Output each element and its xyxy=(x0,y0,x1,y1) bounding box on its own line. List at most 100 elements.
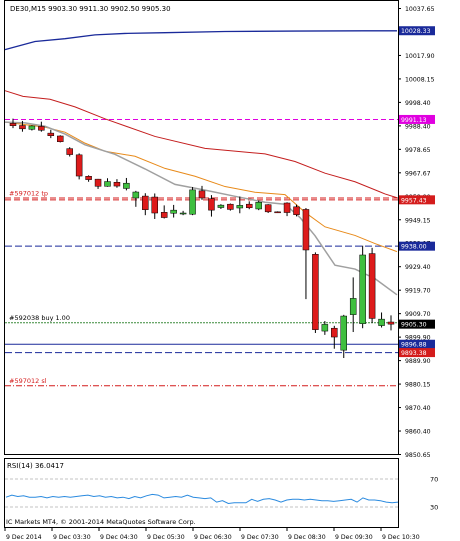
candle xyxy=(378,312,385,328)
candle xyxy=(94,178,102,189)
price-tag-label: 9938.00 xyxy=(401,244,427,251)
candle xyxy=(255,200,262,211)
candle-body xyxy=(387,321,395,325)
candle xyxy=(113,179,121,188)
y-tick-label: 9919.70 xyxy=(405,288,431,295)
y-tick-label: 9889.90 xyxy=(405,358,431,365)
x-tick-label: 9 Dec 10:30 xyxy=(382,534,420,541)
candle xyxy=(57,135,64,143)
candle-body xyxy=(227,203,234,210)
price-tag: 9905.30 xyxy=(399,319,435,329)
candle-body xyxy=(75,154,83,177)
x-tick-label: 9 Dec 07:30 xyxy=(241,534,279,541)
price-tag: 10028.33 xyxy=(399,26,435,35)
candle-body xyxy=(283,202,291,213)
x-tick-label: 9 Dec 05:30 xyxy=(147,534,185,541)
price-tag-label: 9896.88 xyxy=(401,342,427,349)
candle xyxy=(368,247,376,323)
rsi-label: RSI(14) 36.0417 xyxy=(7,462,64,470)
price-tag-box xyxy=(399,339,435,349)
ma-red-line xyxy=(4,90,398,199)
candle-body xyxy=(47,132,55,136)
candle-body xyxy=(236,205,244,209)
candle xyxy=(198,185,206,200)
y-tick-label: 10037.65 xyxy=(405,6,435,13)
candle-body xyxy=(104,181,111,187)
candle xyxy=(312,252,319,333)
y-tick-label: 9870.40 xyxy=(405,405,431,412)
candle xyxy=(321,321,329,335)
price-tag: 9893.38 xyxy=(399,348,435,358)
candle xyxy=(9,118,17,129)
candle-body xyxy=(132,191,140,199)
y-tick-label: 9880.15 xyxy=(405,382,431,389)
candle xyxy=(179,210,187,216)
ma-orange-line xyxy=(4,121,398,253)
candle xyxy=(85,175,92,182)
candle-body xyxy=(198,190,206,199)
candle xyxy=(19,120,26,132)
order-level-label: #597012 sl xyxy=(9,377,47,385)
candle-body xyxy=(349,298,357,315)
candle xyxy=(142,193,149,216)
candle xyxy=(208,195,215,217)
candle xyxy=(47,129,55,139)
candle-body xyxy=(66,148,73,155)
price-tag-box xyxy=(399,348,435,358)
y-tick-label: 9850.65 xyxy=(405,452,431,459)
candle xyxy=(283,202,291,217)
candle xyxy=(75,153,83,180)
rsi-panel-frame xyxy=(4,458,399,528)
x-tick-label: 9 Dec 2014 xyxy=(6,534,42,541)
rsi-tick-label: 70 xyxy=(430,476,438,484)
rsi-line xyxy=(5,493,399,505)
chart-header: DE30,M15 9903.30 9911.30 9902.50 9905.30 xyxy=(10,5,171,13)
y-tick-label: 9949.15 xyxy=(405,217,431,224)
candle xyxy=(227,203,234,211)
candle xyxy=(151,193,158,219)
candle-body xyxy=(170,209,177,214)
price-tag: 9938.00 xyxy=(399,241,435,251)
candle-body xyxy=(160,212,168,218)
price-tag: 9991.13 xyxy=(399,114,435,124)
y-tick-label: 9929.40 xyxy=(405,264,431,271)
price-tag-label: 9957.43 xyxy=(401,197,427,204)
candle-body xyxy=(9,123,17,126)
y-tick-label: 10017.90 xyxy=(405,53,435,60)
candle xyxy=(349,277,357,333)
price-tag-label: 9991.13 xyxy=(401,117,427,124)
y-tick-label: 9988.40 xyxy=(405,123,431,130)
x-tick-label: 9 Dec 09:30 xyxy=(335,534,373,541)
y-tick-label: 10008.15 xyxy=(405,76,435,83)
candle-body xyxy=(359,254,366,324)
candle-body xyxy=(312,254,319,330)
candle xyxy=(66,147,73,157)
ma-gray-line xyxy=(4,121,398,296)
candle-body xyxy=(142,195,149,210)
candle xyxy=(160,205,168,219)
candle-body xyxy=(255,202,262,210)
candle xyxy=(387,315,395,331)
x-tick-label: 9 Dec 06:30 xyxy=(194,534,232,541)
candle-body xyxy=(302,209,310,251)
candle xyxy=(170,204,177,218)
candle-body xyxy=(113,181,121,187)
candle-body xyxy=(246,203,253,209)
candle xyxy=(340,314,347,359)
candle xyxy=(123,177,130,191)
ma-blue-line xyxy=(4,30,397,51)
price-tag-box xyxy=(399,241,435,251)
candle xyxy=(132,190,140,207)
price-tag: 9896.88 xyxy=(399,339,435,349)
candle xyxy=(236,196,244,214)
candle-body xyxy=(274,211,281,214)
price-tag-box xyxy=(399,114,435,124)
price-tag: 9957.43 xyxy=(399,195,435,205)
candle-body xyxy=(28,125,36,130)
candle-body xyxy=(189,189,196,215)
price-tag-label: 10028.33 xyxy=(401,28,431,35)
candle xyxy=(104,178,111,187)
y-tick-label: 9967.67 xyxy=(405,170,431,177)
candle xyxy=(331,325,338,349)
